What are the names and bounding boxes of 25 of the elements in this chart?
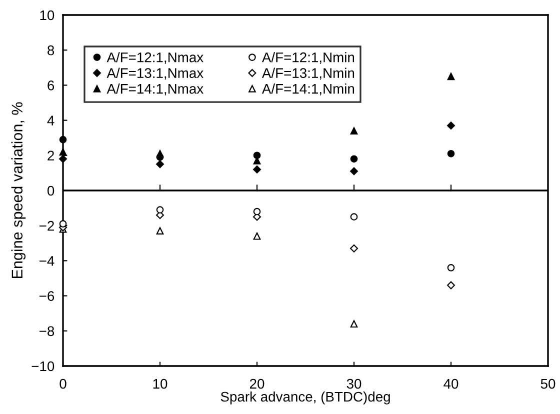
x-tick-label: 10 xyxy=(153,378,168,389)
y-tick-label: −2 xyxy=(40,220,54,231)
x-tick-label: 30 xyxy=(346,378,362,389)
legend-label: A/F=14:1,Nmin xyxy=(262,84,354,96)
legend-label: A/F=12:1,Nmax xyxy=(106,52,204,64)
y-tick-label: 6 xyxy=(48,80,54,90)
legend-label: A/F=13:1,Nmin xyxy=(262,68,354,80)
x-tick-label: 50 xyxy=(540,378,556,389)
y-tick-label: 4 xyxy=(47,116,54,126)
legend-label: A/F=13:1,Nmax xyxy=(106,68,204,80)
y-tick-label: −8 xyxy=(40,326,54,336)
x-tick-label: 20 xyxy=(250,378,264,389)
y-tick-label: −4 xyxy=(40,256,54,266)
y-tick-label: 10 xyxy=(40,10,54,20)
x-tick-label: 0 xyxy=(60,378,66,389)
y-tick-label: 2 xyxy=(48,150,54,160)
y-tick-label: −6 xyxy=(40,291,54,301)
y-tick-label: 8 xyxy=(48,45,54,56)
x-tick-label: 40 xyxy=(444,378,458,389)
y-tick-label: −10 xyxy=(32,361,54,372)
legend-label: A/F=12:1,Nmin xyxy=(262,52,354,64)
y-tick-label: 0 xyxy=(47,186,54,196)
x-axis-title: Spark advance, (BTDC)deg xyxy=(220,391,390,404)
legend-label: A/F=14:1,Nmax xyxy=(106,84,204,96)
y-axis-title: Engine speed variation, % xyxy=(11,102,26,278)
